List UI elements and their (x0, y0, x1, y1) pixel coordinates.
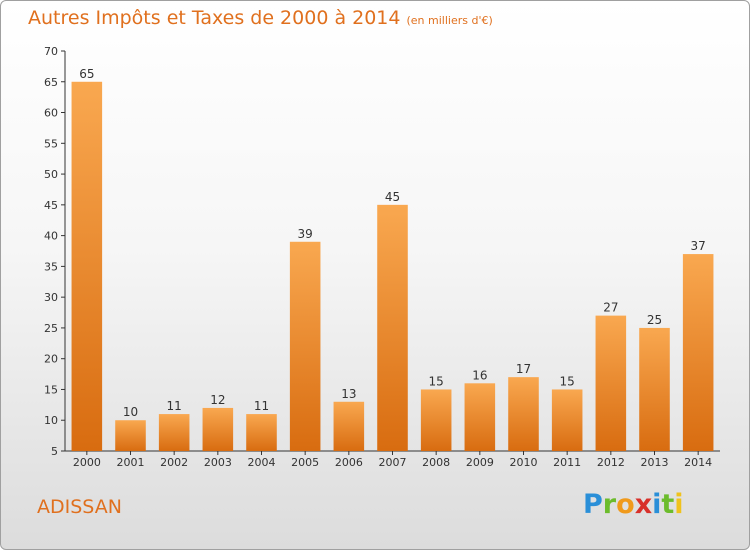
chart-subtitle: (en milliers d'€) (406, 14, 493, 27)
x-tick-label: 2003 (204, 456, 232, 469)
bar-value-label: 45 (385, 190, 400, 204)
bar (377, 204, 408, 451)
x-tick-label: 2007 (379, 456, 407, 469)
y-tick-label: 45 (44, 199, 58, 212)
x-tick-label: 2001 (117, 456, 145, 469)
bar (682, 254, 714, 451)
bar-value-label: 27 (603, 301, 618, 315)
y-tick-label: 5 (51, 445, 58, 458)
bar (508, 377, 539, 451)
chart-title: Autres Impôts et Taxes de 2000 à 2014 (en… (28, 7, 493, 29)
y-tick-label: 25 (44, 322, 58, 335)
bar (158, 414, 190, 451)
commune-name: ADISSAN (37, 496, 122, 518)
x-tick-label: 2006 (335, 456, 363, 469)
x-tick-label: 2002 (160, 456, 188, 469)
bar-value-label: 17 (516, 362, 531, 376)
bar (246, 414, 277, 451)
bar-value-label: 37 (691, 239, 706, 253)
bar (71, 81, 103, 452)
bar-value-label: 25 (647, 313, 662, 327)
x-tick-label: 2000 (73, 456, 101, 469)
chart-title-text: Autres Impôts et Taxes de 2000 à 2014 (28, 7, 401, 29)
y-tick-label: 30 (44, 291, 58, 304)
bar-value-label: 13 (341, 387, 356, 401)
bar-value-label: 11 (167, 399, 182, 413)
bar-value-label: 11 (254, 399, 269, 413)
x-tick-label: 2014 (684, 456, 712, 469)
bar (595, 315, 627, 451)
bar (420, 389, 452, 451)
bar (639, 327, 670, 451)
bar (289, 241, 321, 451)
y-tick-label: 60 (44, 107, 58, 120)
bar (202, 407, 234, 451)
bar (115, 420, 146, 451)
proxiti-logo[interactable]: Proxiti (583, 489, 684, 520)
y-tick-label: 50 (44, 168, 58, 181)
bar (551, 389, 583, 451)
y-tick-label: 55 (44, 137, 58, 150)
bar-value-label: 10 (123, 405, 138, 419)
x-tick-label: 2012 (597, 456, 625, 469)
y-tick-label: 20 (44, 353, 58, 366)
bar-value-label: 12 (210, 393, 225, 407)
y-tick-label: 40 (44, 230, 58, 243)
bar (464, 383, 496, 451)
x-tick-label: 2011 (553, 456, 581, 469)
y-tick-label: 35 (44, 260, 58, 273)
bar-value-label: 15 (429, 374, 444, 388)
x-tick-label: 2008 (422, 456, 450, 469)
x-tick-label: 2004 (248, 456, 276, 469)
x-tick-label: 2010 (510, 456, 538, 469)
y-tick-label: 70 (44, 45, 58, 58)
x-tick-label: 2013 (641, 456, 669, 469)
x-tick-label: 2005 (291, 456, 319, 469)
x-tick-label: 2009 (466, 456, 494, 469)
bar-value-label: 16 (472, 368, 487, 382)
bar-value-label: 15 (560, 374, 575, 388)
y-tick-label: 10 (44, 414, 58, 427)
bar-value-label: 65 (79, 67, 94, 81)
y-tick-label: 65 (44, 76, 58, 89)
y-tick-label: 15 (44, 383, 58, 396)
bar (333, 401, 365, 451)
bar-value-label: 39 (298, 227, 313, 241)
